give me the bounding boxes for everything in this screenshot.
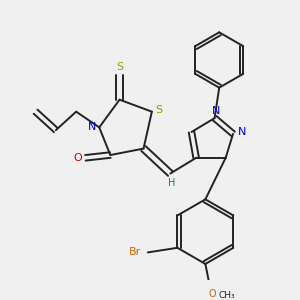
Text: CH₃: CH₃ bbox=[218, 291, 235, 300]
Text: Br: Br bbox=[129, 248, 141, 257]
Text: N: N bbox=[238, 127, 247, 137]
Text: O: O bbox=[209, 290, 217, 299]
Text: N: N bbox=[212, 106, 220, 116]
Text: H: H bbox=[169, 178, 176, 188]
Text: S: S bbox=[116, 62, 123, 72]
Text: O: O bbox=[74, 153, 82, 163]
Text: S: S bbox=[156, 105, 163, 115]
Text: N: N bbox=[88, 122, 96, 132]
